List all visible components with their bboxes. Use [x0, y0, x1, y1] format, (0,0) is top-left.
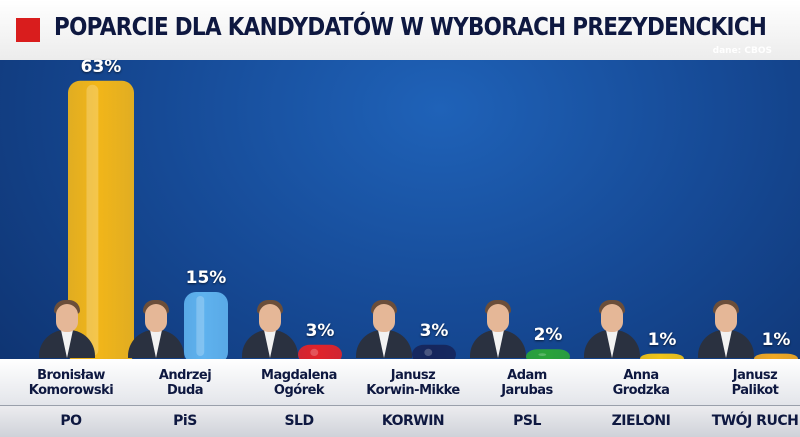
bar-highlight [424, 348, 433, 356]
bar-psl [526, 349, 570, 359]
value-label: 1% [761, 329, 791, 350]
candidate-photo-korwin-mikke [354, 300, 414, 358]
candidate-name: Bronisław Komorowski [14, 368, 128, 398]
bar-po [68, 80, 134, 359]
chart-title: POPARCIE DLA KANDYDATÓW W WYBORACH PREZY… [54, 12, 767, 41]
candidate-last-name: Grodzka [612, 383, 670, 398]
candidate-last-name: Komorowski [28, 383, 114, 398]
bar-highlight [196, 296, 205, 356]
party-name: TWÓJ RUCH [711, 413, 799, 429]
bar-chart [68, 80, 798, 359]
bar-sld [298, 344, 342, 359]
party-name: PiS [173, 413, 197, 429]
party-name: PSL [513, 413, 541, 429]
candidate-first-name: Janusz [390, 368, 436, 383]
party-name: KORWIN [381, 413, 445, 429]
bar-twój-ruch [754, 353, 798, 359]
candidate-first-name: Andrzej [158, 368, 212, 383]
candidate-first-name: Magdalena [261, 368, 337, 383]
candidate-last-name: Korwin-Mikke [366, 383, 460, 398]
candidate-last-name: Palikot [731, 383, 779, 398]
candidate-first-name: Adam [507, 368, 547, 383]
value-label: 3% [305, 320, 335, 341]
red-square-icon [16, 18, 40, 42]
party-name: PO [60, 413, 82, 429]
candidate-name: Anna Grodzka [584, 368, 698, 398]
candidate-first-name: Janusz [732, 368, 778, 383]
candidate-first-name: Anna [623, 368, 659, 383]
candidate-name: Magdalena Ogórek [242, 368, 356, 398]
bar-korwin [412, 344, 456, 359]
value-label: 3% [419, 320, 449, 341]
bar-pis [184, 292, 228, 359]
candidate-photo-grodzka [582, 300, 642, 358]
candidate-first-name: Bronisław [37, 368, 105, 383]
bar-highlight [310, 348, 319, 356]
party-names-row: PO PiS SLD KORWIN PSL ZIELONI TWÓJ RUCH [0, 405, 800, 437]
candidate-name: Janusz Korwin-Mikke [356, 368, 470, 398]
candidate-last-name: Jarubas [501, 383, 553, 398]
party-name: SLD [284, 413, 314, 429]
bar-zieloni [640, 353, 684, 359]
party-name: ZIELONI [611, 413, 671, 429]
candidate-names-row: Bronisław Komorowski Andrzej Duda Magdalena O… [0, 359, 800, 405]
value-label: 1% [647, 329, 677, 350]
value-label: 63% [80, 56, 122, 77]
candidate-last-name: Ogórek [273, 383, 325, 398]
value-label: 15% [185, 268, 227, 288]
bar-highlight [86, 84, 99, 357]
candidate-name: Adam Jarubas [470, 368, 584, 398]
chart-header: POPARCIE DLA KANDYDATÓW W WYBORACH PREZY… [0, 0, 800, 60]
candidate-photo-ogorek [240, 300, 300, 358]
candidate-photo-jarubas [468, 300, 528, 358]
candidate-photo-duda [126, 300, 186, 358]
value-label: 2% [533, 325, 563, 346]
candidate-photo-palikot [696, 300, 756, 358]
candidate-last-name: Duda [166, 383, 204, 398]
bar-highlight [538, 353, 547, 356]
candidate-photo-komorowski [37, 300, 97, 358]
candidate-name: Andrzej Duda [128, 368, 242, 398]
data-source: dane: CBOS [712, 46, 772, 56]
candidate-name: Janusz Palikot [698, 368, 800, 398]
